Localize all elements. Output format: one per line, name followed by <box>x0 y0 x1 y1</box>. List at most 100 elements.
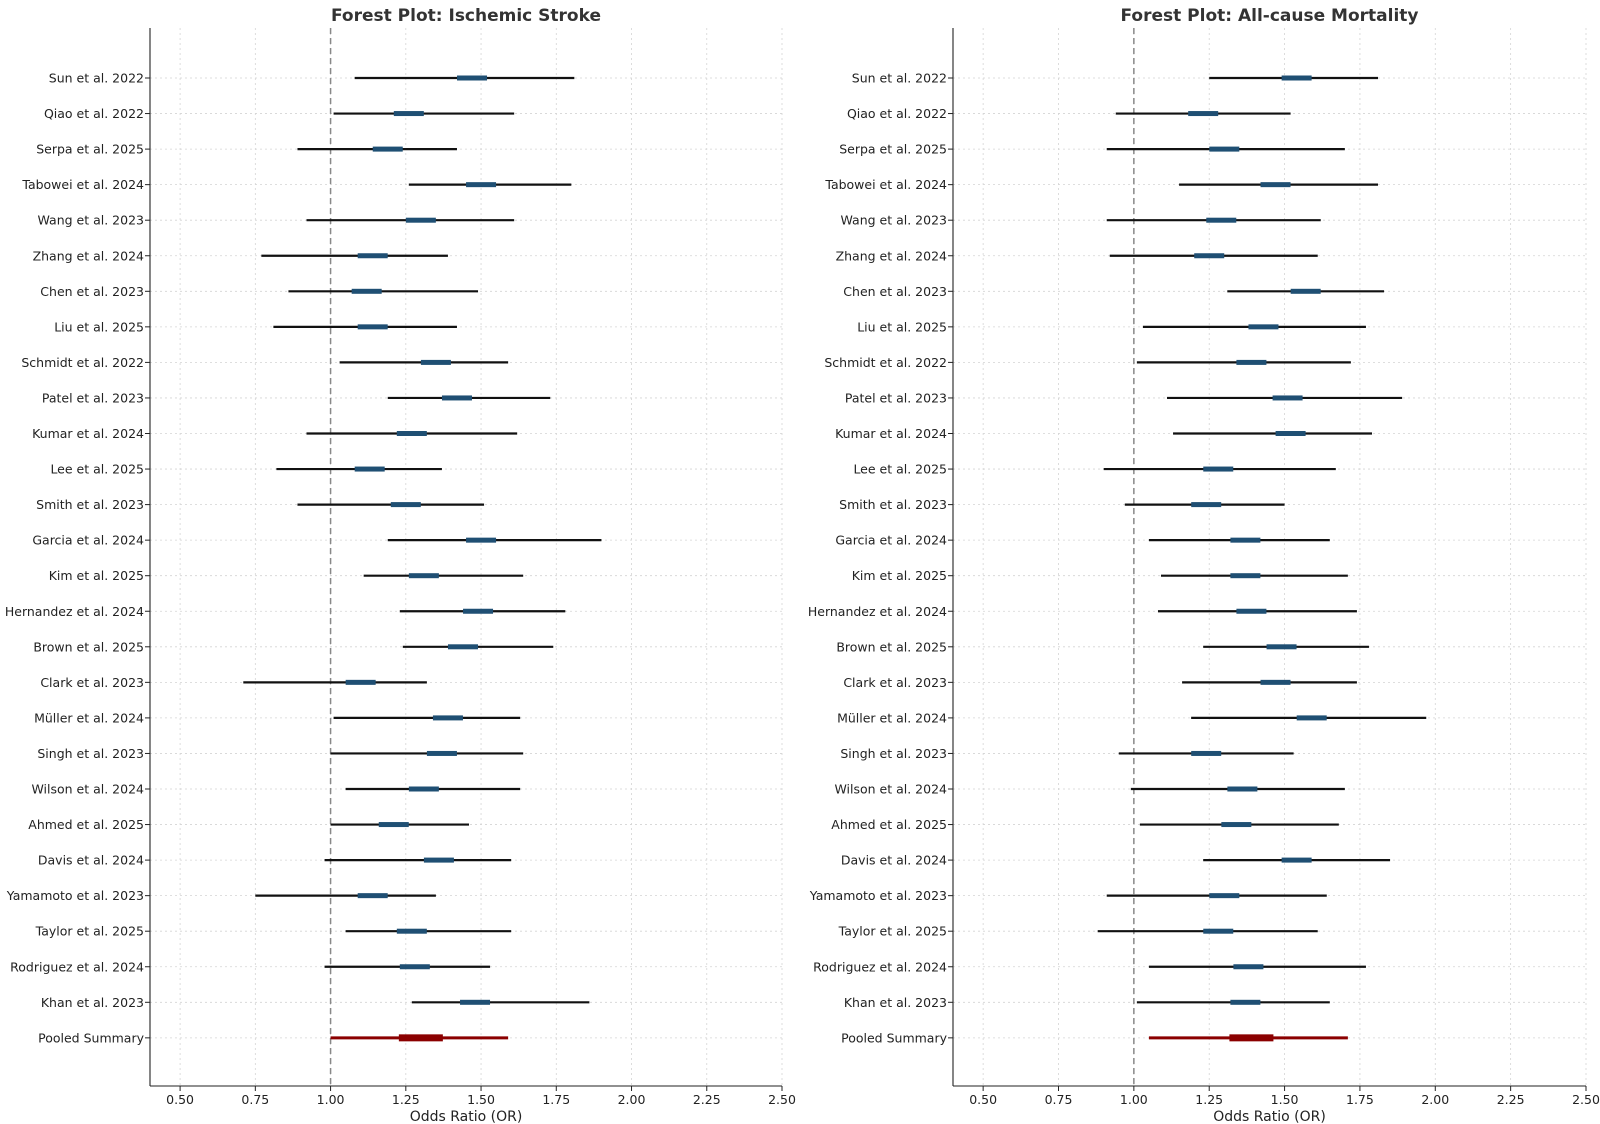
study-label: Müller et al. 2024 <box>34 710 144 725</box>
study-label: Schmidt et al. 2022 <box>824 355 947 370</box>
x-tick-label: 1.25 <box>392 1092 420 1107</box>
study-estimate-box <box>1203 466 1234 472</box>
study-estimate-box <box>1230 573 1261 579</box>
study-estimate-box <box>405 217 436 223</box>
study-estimate-box <box>1206 217 1237 223</box>
study-estimate-box <box>1248 324 1279 330</box>
study-label: Zhang et al. 2024 <box>836 248 947 263</box>
study-label: Lee et al. 2025 <box>853 462 947 477</box>
x-tick-label: 0.50 <box>969 1092 997 1107</box>
study-estimate-box <box>1191 502 1222 508</box>
study-label: Müller et al. 2024 <box>837 710 947 725</box>
x-tick-label: 0.50 <box>166 1092 194 1107</box>
study-label: Chen et al. 2023 <box>40 284 144 299</box>
study-estimate-box <box>345 679 376 685</box>
study-estimate-box <box>432 715 463 721</box>
x-tick-label: 2.25 <box>1497 1092 1525 1107</box>
study-label: Ahmed et al. 2025 <box>831 817 947 832</box>
study-estimate-box <box>447 644 478 650</box>
study-label: Sun et al. 2022 <box>49 71 144 86</box>
study-label: Brown et al. 2025 <box>33 639 144 654</box>
study-estimate-box <box>393 111 424 117</box>
study-estimate-box <box>408 573 439 579</box>
study-estimate-box <box>1203 928 1234 934</box>
study-label: Zhang et al. 2024 <box>33 248 144 263</box>
study-estimate-box <box>1209 146 1240 152</box>
study-estimate-box <box>1236 359 1267 365</box>
study-label: Rodriguez et al. 2024 <box>10 959 144 974</box>
x-tick-label: 1.50 <box>1271 1092 1299 1107</box>
study-estimate-box <box>1260 679 1291 685</box>
study-estimate-box <box>1209 893 1240 899</box>
study-label: Khan et al. 2023 <box>41 995 144 1010</box>
study-label: Kumar et al. 2024 <box>32 426 144 441</box>
study-label: Serpa et al. 2025 <box>36 142 144 157</box>
x-tick-label: 1.50 <box>467 1092 495 1107</box>
study-estimate-box <box>1236 608 1267 614</box>
study-label: Chen et al. 2023 <box>843 284 947 299</box>
chart-title: Forest Plot: Ischemic Stroke <box>331 6 601 26</box>
pooled-summary-label: Pooled Summary <box>38 1030 144 1045</box>
study-estimate-box <box>1296 715 1327 721</box>
study-label: Patel et al. 2023 <box>42 390 144 405</box>
x-tick-label: 1.25 <box>1195 1092 1223 1107</box>
study-label: Qiao et al. 2022 <box>847 106 947 121</box>
study-label: Serpa et al. 2025 <box>839 142 947 157</box>
chart-panel-1: 0.50 0.75 1.00 1.25 1.50 1.75 2.00 2.25 2.50 Fore… <box>5 6 796 1124</box>
x-tick-label: 2.00 <box>1421 1092 1449 1107</box>
study-label: Wang et al. 2023 <box>840 213 947 228</box>
study-label: Sun et al. 2022 <box>852 71 947 86</box>
study-estimate-box <box>1227 786 1258 792</box>
study-estimate-box <box>1281 75 1312 81</box>
x-tick-label: 2.50 <box>768 1092 796 1107</box>
study-estimate-box <box>441 395 472 401</box>
study-label: Garcia et al. 2024 <box>835 533 947 548</box>
study-label: Patel et al. 2023 <box>845 390 947 405</box>
study-estimate-box <box>1290 288 1321 294</box>
study-label: Ahmed et al. 2025 <box>28 817 144 832</box>
chart-panel-2: 0.50 0.75 1.00 1.25 1.50 1.75 2.00 2.25 2.50 Fore… <box>808 6 1600 1124</box>
study-label: Liu et al. 2025 <box>54 319 144 334</box>
chart-title: Forest Plot: All-cause Mortality <box>1120 6 1418 26</box>
study-label: Davis et al. 2024 <box>841 853 947 868</box>
study-estimate-box <box>378 822 409 828</box>
study-label: Taylor et al. 2025 <box>838 924 947 939</box>
study-estimate-box <box>463 608 494 614</box>
study-label: Singh et al. 2023 <box>840 746 947 761</box>
study-label: Wilson et al. 2024 <box>31 782 144 797</box>
study-estimate-box <box>1194 253 1225 259</box>
study-label: Hernandez et al. 2024 <box>808 604 947 619</box>
x-tick-label: 0.75 <box>1045 1092 1073 1107</box>
study-label: Taylor et al. 2025 <box>35 924 144 939</box>
study-label: Clark et al. 2023 <box>40 675 144 690</box>
pooled-estimate-box <box>398 1034 443 1042</box>
study-estimate-box <box>1230 999 1261 1005</box>
x-tick-label: 1.00 <box>1120 1092 1148 1107</box>
study-estimate-box <box>357 324 388 330</box>
study-estimate-box <box>399 964 430 970</box>
study-label: Wilson et al. 2024 <box>834 782 947 797</box>
x-tick-label: 0.75 <box>241 1092 269 1107</box>
study-estimate-box <box>1221 822 1252 828</box>
study-estimate-box <box>408 786 439 792</box>
study-label: Clark et al. 2023 <box>843 675 947 690</box>
x-tick-label: 2.50 <box>1572 1092 1600 1107</box>
study-estimate-box <box>357 253 388 259</box>
study-label: Yamamoto et al. 2023 <box>809 888 947 903</box>
study-label: Wang et al. 2023 <box>37 213 144 228</box>
study-estimate-box <box>457 75 488 81</box>
study-estimate-box <box>423 857 454 863</box>
study-estimate-box <box>372 146 403 152</box>
pooled-estimate-box <box>1229 1034 1274 1042</box>
study-label: Khan et al. 2023 <box>844 995 947 1010</box>
study-label: Kumar et al. 2024 <box>835 426 947 441</box>
study-label: Schmidt et al. 2022 <box>21 355 144 370</box>
study-label: Smith et al. 2023 <box>36 497 144 512</box>
study-label: Garcia et al. 2024 <box>32 533 144 548</box>
study-estimate-box <box>357 893 388 899</box>
study-estimate-box <box>1275 431 1306 436</box>
study-estimate-box <box>390 502 421 508</box>
pooled-summary-label: Pooled Summary <box>841 1030 947 1045</box>
study-estimate-box <box>1266 644 1297 650</box>
